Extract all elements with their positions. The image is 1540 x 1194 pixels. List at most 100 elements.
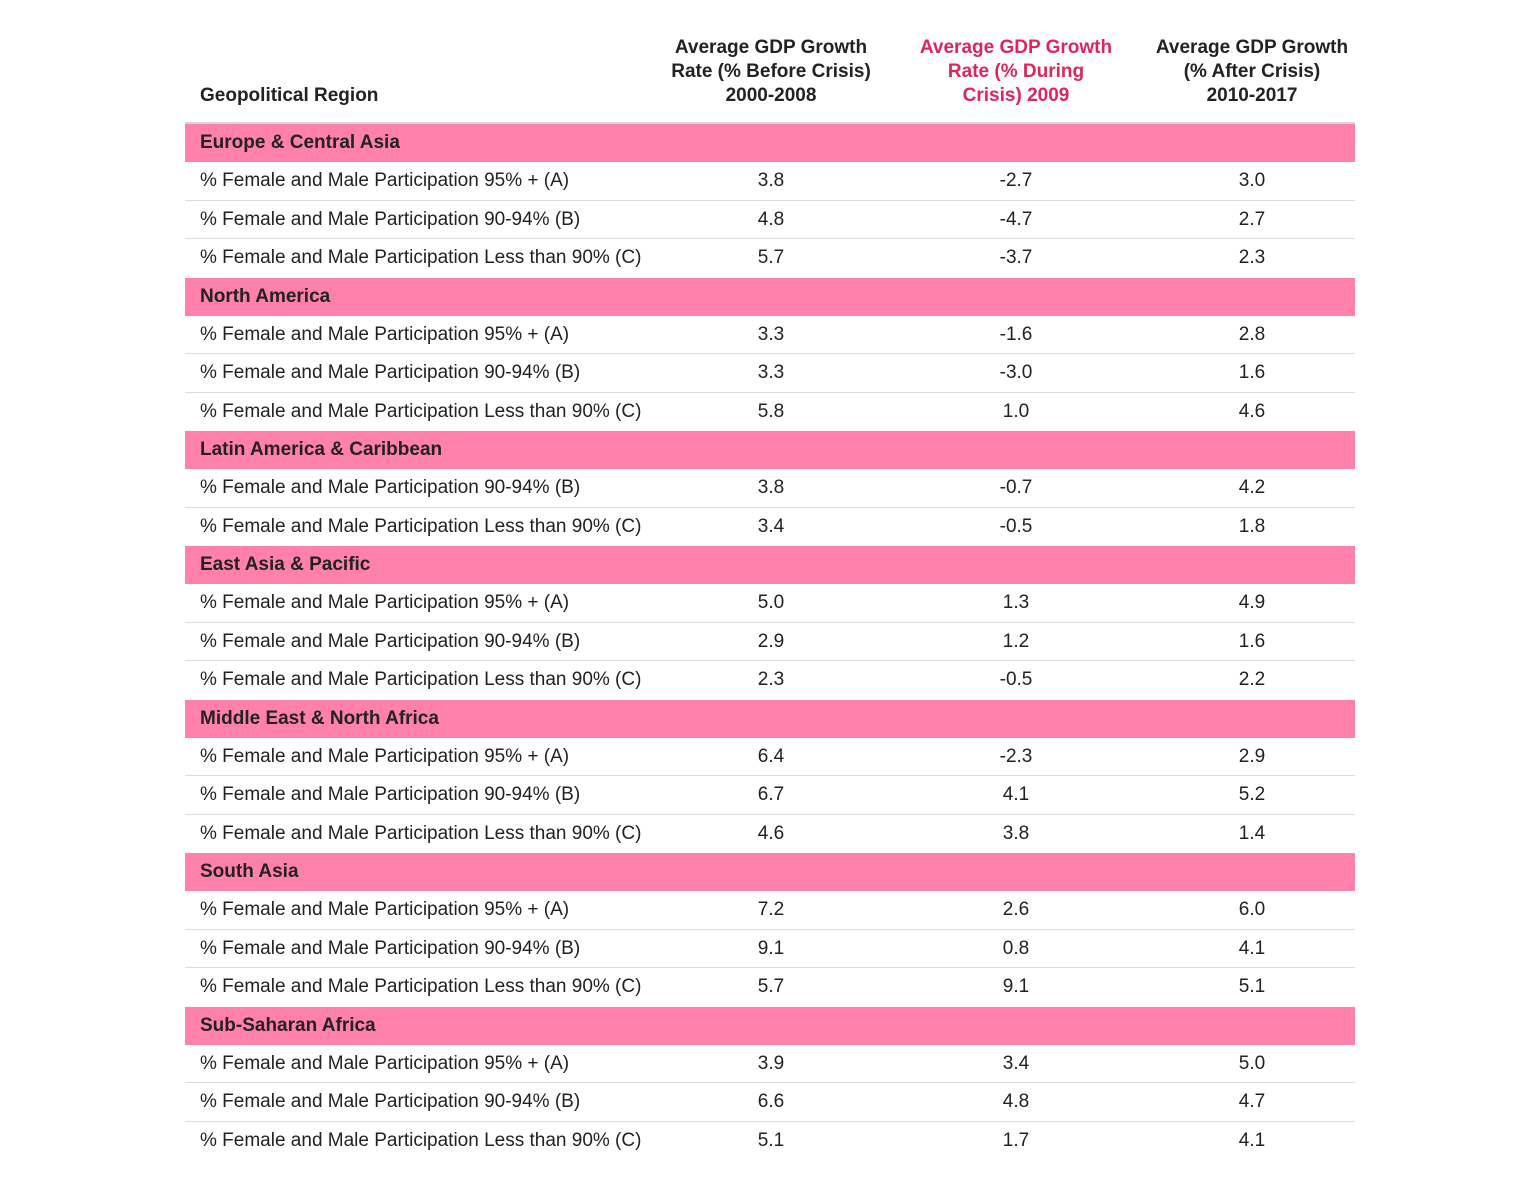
table-row: % Female and Male Participation 95% + (A… <box>185 162 1355 201</box>
row-label: % Female and Male Participation Less tha… <box>200 669 642 690</box>
value-during-crisis: 1.2 <box>1002 630 1030 652</box>
region-label: South Asia <box>200 861 299 882</box>
value-after-crisis: 4.1 <box>1238 937 1266 959</box>
column-header-line: Rate (% During <box>947 61 1085 82</box>
column-header-line: Average GDP Growth <box>1155 37 1349 58</box>
table-row: % Female and Male Participation Less tha… <box>185 661 1355 700</box>
value-before-crisis: 5.1 <box>757 1129 785 1151</box>
gdp-growth-table: Geopolitical Region Average GDP Growth Ra… <box>185 0 1355 1160</box>
value-during-crisis: 3.4 <box>1002 1052 1030 1074</box>
table-row: % Female and Male Participation 95% + (A… <box>185 584 1355 623</box>
column-header-line: Geopolitical Region <box>200 85 379 106</box>
row-label: % Female and Male Participation Less tha… <box>200 976 642 997</box>
value-before-crisis: 2.9 <box>757 630 785 652</box>
row-label: % Female and Male Participation 95% + (A… <box>200 1052 570 1074</box>
value-after-crisis: 3.0 <box>1238 170 1266 191</box>
value-before-crisis: 3.8 <box>757 477 785 498</box>
value-during-crisis: -0.5 <box>999 669 1033 690</box>
value-before-crisis: 4.6 <box>757 822 785 844</box>
table-row: % Female and Male Participation 90-94% (… <box>185 776 1355 815</box>
value-before-crisis: 3.9 <box>757 1052 785 1074</box>
value-before-crisis: 5.0 <box>757 592 785 613</box>
column-header-before-crisis: Average GDP Growth Rate (% Before Crisis)… <box>651 36 891 108</box>
value-before-crisis: 4.8 <box>757 208 785 230</box>
table-row: % Female and Male Participation 90-94% (… <box>185 623 1355 661</box>
value-during-crisis: -3.0 <box>999 362 1033 383</box>
table-row: % Female and Male Participation 90-94% (… <box>185 354 1355 393</box>
table-row: % Female and Male Participation Less tha… <box>185 393 1355 432</box>
value-before-crisis: 5.8 <box>757 400 785 422</box>
value-after-crisis: 1.6 <box>1238 630 1266 652</box>
value-before-crisis: 3.4 <box>757 515 785 537</box>
value-after-crisis: 5.0 <box>1238 1052 1266 1074</box>
table-row: % Female and Male Participation Less tha… <box>185 1122 1355 1161</box>
value-after-crisis: 2.2 <box>1238 669 1266 690</box>
table-body: Europe & Central Asia % Female and Male P… <box>185 124 1355 1160</box>
value-after-crisis: 4.6 <box>1238 400 1266 422</box>
value-during-crisis: -2.3 <box>999 745 1033 767</box>
value-before-crisis: 9.1 <box>757 937 785 959</box>
value-during-crisis: -0.7 <box>999 477 1033 498</box>
region-group-row: Europe & Central Asia <box>185 124 1355 162</box>
column-header-line: Crisis) 2009 <box>962 85 1070 106</box>
value-during-crisis: 3.8 <box>1002 822 1030 844</box>
row-label: % Female and Male Participation 90-94% (… <box>200 937 581 959</box>
value-after-crisis: 2.7 <box>1238 208 1266 230</box>
value-after-crisis: 4.2 <box>1238 477 1266 498</box>
value-before-crisis: 6.4 <box>757 745 785 767</box>
value-during-crisis: 2.6 <box>1002 899 1030 920</box>
column-header-line: 2000-2008 <box>725 85 817 106</box>
table-row: % Female and Male Participation 90-94% (… <box>185 469 1355 508</box>
value-before-crisis: 7.2 <box>757 899 785 920</box>
value-during-crisis: -0.5 <box>999 515 1033 537</box>
row-label: % Female and Male Participation 90-94% (… <box>200 477 581 498</box>
value-before-crisis: 6.6 <box>757 1091 785 1112</box>
column-header-line: 2010-2017 <box>1206 85 1298 106</box>
row-label: % Female and Male Participation 95% + (A… <box>200 170 570 191</box>
row-label: % Female and Male Participation Less tha… <box>200 400 642 422</box>
row-label: % Female and Male Participation 95% + (A… <box>200 592 570 613</box>
value-after-crisis: 1.4 <box>1238 822 1266 844</box>
column-header-line: Average GDP Growth <box>919 37 1113 58</box>
value-before-crisis: 3.8 <box>757 170 785 191</box>
row-label: % Female and Male Participation 90-94% (… <box>200 784 581 805</box>
value-during-crisis: -3.7 <box>999 247 1033 268</box>
value-during-crisis: -1.6 <box>999 323 1033 345</box>
row-label: % Female and Male Participation 90-94% (… <box>200 208 581 230</box>
table-row: % Female and Male Participation 90-94% (… <box>185 201 1355 239</box>
region-group-row: Middle East & North Africa <box>185 699 1355 738</box>
value-after-crisis: 4.7 <box>1238 1091 1266 1112</box>
row-label: % Female and Male Participation 95% + (A… <box>200 899 570 920</box>
table-row: % Female and Male Participation 95% + (A… <box>185 738 1355 776</box>
value-during-crisis: -4.7 <box>999 208 1033 230</box>
region-label: North America <box>200 285 331 307</box>
value-after-crisis: 2.8 <box>1238 323 1266 345</box>
region-group-row: South Asia <box>185 853 1355 891</box>
value-during-crisis: 4.1 <box>1002 784 1030 805</box>
table-row: % Female and Male Participation Less tha… <box>185 508 1355 547</box>
value-after-crisis: 2.9 <box>1238 745 1266 767</box>
region-label: Latin America & Caribbean <box>200 439 443 460</box>
region-label: Europe & Central Asia <box>200 132 400 153</box>
value-during-crisis: 4.8 <box>1002 1091 1030 1112</box>
value-before-crisis: 3.3 <box>757 362 785 383</box>
value-before-crisis: 5.7 <box>757 976 785 997</box>
column-header-region: Geopolitical Region <box>200 84 378 108</box>
table-row: % Female and Male Participation Less tha… <box>185 239 1355 278</box>
row-label: % Female and Male Participation Less tha… <box>200 247 642 268</box>
value-after-crisis: 2.3 <box>1238 247 1266 268</box>
region-group-row: East Asia & Pacific <box>185 546 1355 584</box>
value-during-crisis: 1.0 <box>1002 400 1030 422</box>
row-label: % Female and Male Participation Less tha… <box>200 1129 642 1151</box>
row-label: % Female and Male Participation 90-94% (… <box>200 630 581 652</box>
region-group-row: Latin America & Caribbean <box>185 431 1355 469</box>
table-header: Geopolitical Region Average GDP Growth Ra… <box>185 0 1355 124</box>
row-label: % Female and Male Participation Less tha… <box>200 822 642 844</box>
value-during-crisis: -2.7 <box>999 170 1033 191</box>
column-header-line: Average GDP Growth <box>674 37 868 58</box>
region-label: Sub-Saharan Africa <box>200 1014 376 1036</box>
value-during-crisis: 0.8 <box>1002 937 1030 959</box>
column-header-during-crisis: Average GDP Growth Rate (% During Crisis) … <box>896 36 1136 108</box>
value-during-crisis: 1.7 <box>1002 1129 1030 1151</box>
value-after-crisis: 6.0 <box>1238 899 1266 920</box>
